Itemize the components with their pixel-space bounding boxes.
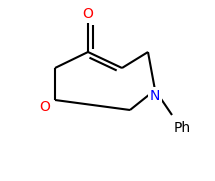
Text: O: O [40,100,51,114]
Text: O: O [83,7,94,21]
Text: Ph: Ph [174,121,190,135]
Text: N: N [150,89,160,103]
